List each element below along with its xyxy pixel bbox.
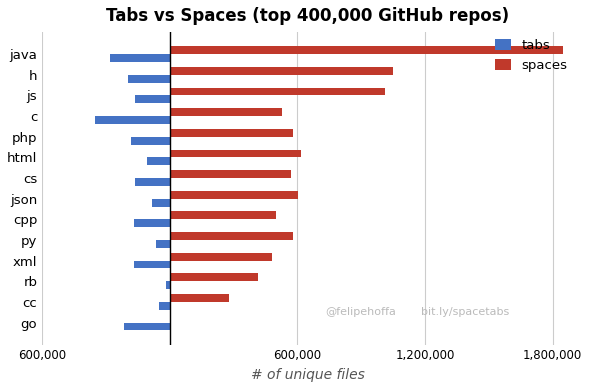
Bar [95,116,170,124]
Bar [134,261,170,268]
X-axis label: # of unique files: # of unique files [251,368,365,382]
Bar [170,273,258,281]
Bar [134,219,170,227]
Bar [170,67,393,75]
Bar [170,232,293,240]
Bar [128,75,170,82]
Bar [170,294,229,302]
Text: bit.ly/spacetabs: bit.ly/spacetabs [422,307,510,317]
Bar [170,129,293,137]
Bar [170,191,298,199]
Legend: tabs, spaces: tabs, spaces [495,39,567,72]
Bar [124,322,170,330]
Bar [170,170,291,178]
Bar [170,46,563,54]
Bar [134,178,170,186]
Bar [159,302,170,310]
Bar [131,137,170,145]
Text: @felipehoffa: @felipehoffa [326,307,397,317]
Bar [170,149,301,158]
Bar [170,212,276,219]
Bar [110,54,170,62]
Bar [134,95,170,103]
Title: Tabs vs Spaces (top 400,000 GitHub repos): Tabs vs Spaces (top 400,000 GitHub repos… [107,7,510,25]
Bar [152,199,170,207]
Bar [170,253,272,261]
Bar [166,281,170,289]
Bar [170,88,385,95]
Bar [170,108,282,116]
Bar [147,158,170,165]
Bar [156,240,170,248]
